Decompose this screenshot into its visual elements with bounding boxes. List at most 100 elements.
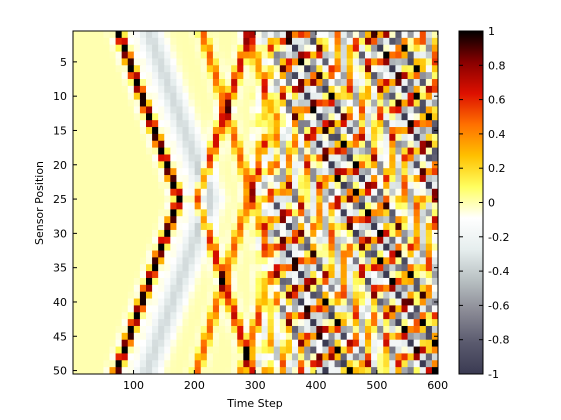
heatmap-cell — [73, 140, 80, 149]
heatmap-cell — [328, 319, 336, 327]
heatmap-cell — [170, 120, 177, 128]
heatmap-cell — [146, 113, 153, 121]
heatmap-cell — [310, 161, 317, 169]
heatmap-cell — [237, 277, 244, 286]
heatmap-cell — [243, 72, 250, 80]
heatmap-cell — [310, 195, 317, 203]
heatmap-cell — [194, 188, 202, 197]
heatmap-cell — [419, 161, 427, 169]
heatmap-cell — [139, 92, 147, 101]
heatmap-cell — [103, 140, 110, 149]
heatmap-cell — [358, 181, 366, 190]
heatmap-cell — [225, 353, 232, 361]
heatmap-cell — [389, 284, 396, 293]
heatmap-cell — [219, 264, 226, 272]
heatmap-cell — [103, 243, 110, 252]
heatmap-cell — [298, 250, 305, 258]
heatmap-cell — [152, 85, 159, 94]
heatmap-cell — [371, 51, 378, 59]
heatmap-cell — [419, 332, 427, 341]
heatmap-cell — [115, 291, 123, 300]
heatmap-cell — [188, 360, 196, 368]
heatmap-cell — [243, 216, 250, 224]
heatmap-cell — [103, 284, 110, 293]
heatmap-cell — [109, 325, 117, 334]
heatmap-cell — [328, 223, 336, 231]
heatmap-cell — [316, 65, 323, 73]
heatmap-cell — [158, 99, 165, 107]
heatmap-cell — [219, 209, 226, 217]
heatmap-cell — [79, 223, 86, 231]
heatmap-cell — [109, 229, 117, 238]
heatmap-cell — [225, 127, 232, 135]
y-tick-label: 30 — [53, 227, 67, 240]
heatmap-cell — [194, 51, 202, 59]
heatmap-cell — [146, 37, 153, 46]
heatmap-cell — [231, 133, 238, 142]
heatmap-cell — [358, 31, 366, 39]
heatmap-cell — [383, 140, 390, 149]
heatmap-cell — [425, 298, 433, 306]
heatmap-cell — [322, 243, 329, 252]
heatmap-cell — [103, 312, 110, 320]
heatmap-cell — [292, 229, 299, 238]
heatmap-cell — [97, 305, 104, 313]
heatmap-cell — [176, 284, 183, 293]
heatmap-cell — [413, 202, 421, 210]
heatmap-cell — [395, 120, 402, 128]
heatmap-cell — [316, 195, 323, 203]
heatmap-cell — [371, 113, 378, 121]
heatmap-cell — [158, 72, 165, 80]
heatmap-cell — [170, 44, 177, 53]
heatmap-cell — [146, 257, 153, 265]
heatmap-cell — [121, 106, 129, 114]
heatmap-cell — [237, 236, 244, 245]
heatmap-cell — [146, 92, 153, 101]
heatmap-cell — [115, 305, 123, 313]
heatmap-cell — [212, 127, 220, 135]
heatmap-cell — [365, 113, 372, 121]
heatmap-cell — [194, 339, 202, 348]
heatmap-cell — [212, 175, 220, 183]
heatmap-cell — [103, 44, 110, 53]
heatmap-cell — [103, 181, 110, 190]
heatmap-cell — [91, 195, 98, 203]
heatmap-cell — [267, 58, 275, 66]
heatmap-cell — [389, 79, 396, 87]
heatmap-cell — [304, 229, 311, 238]
heatmap-cell — [352, 319, 360, 327]
heatmap-cell — [164, 147, 171, 155]
heatmap-cell — [212, 113, 220, 121]
heatmap-cell — [413, 72, 421, 80]
heatmap-cell — [146, 79, 153, 87]
heatmap-cell — [377, 168, 384, 176]
heatmap-cell — [334, 37, 342, 46]
heatmap-cell — [170, 360, 177, 368]
heatmap-cell — [73, 216, 80, 224]
heatmap-cell — [389, 65, 396, 73]
heatmap-cell — [383, 319, 390, 327]
heatmap-cell — [219, 106, 226, 114]
heatmap-cell — [182, 51, 190, 59]
heatmap-cell — [188, 175, 196, 183]
heatmap-cell — [73, 106, 80, 114]
heatmap-cell — [182, 58, 190, 66]
heatmap-cell — [158, 209, 165, 217]
heatmap-cell — [346, 140, 354, 149]
heatmap-cell — [340, 99, 348, 107]
heatmap-cell — [121, 154, 129, 162]
heatmap-cell — [407, 236, 415, 245]
heatmap-cell — [97, 175, 104, 183]
heatmap-cell — [231, 168, 238, 176]
heatmap-cell — [419, 257, 427, 265]
heatmap-cell — [267, 106, 275, 114]
heatmap-cell — [97, 216, 104, 224]
heatmap-cell — [401, 229, 409, 238]
heatmap-cell — [231, 298, 238, 306]
heatmap-cell — [158, 243, 165, 252]
heatmap-cell — [79, 37, 86, 46]
heatmap-cell — [267, 339, 275, 348]
heatmap-cell — [237, 319, 244, 327]
heatmap-cell — [267, 312, 275, 320]
heatmap-cell — [401, 209, 409, 217]
